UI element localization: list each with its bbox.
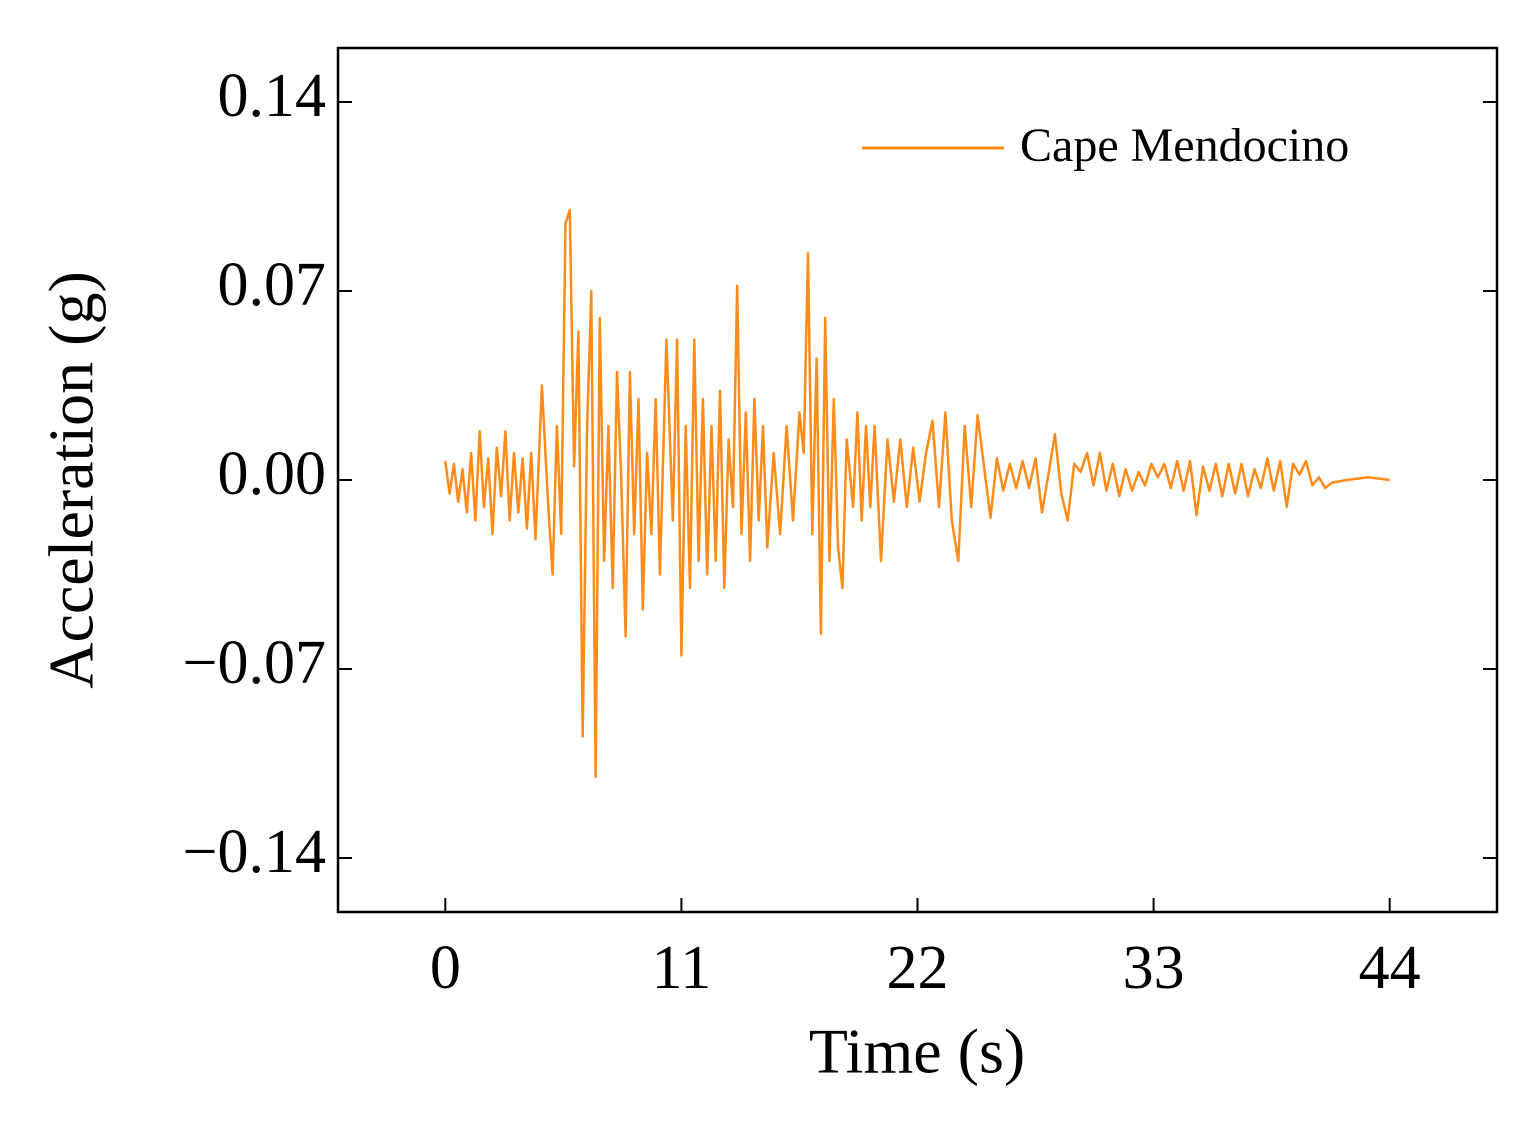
y-axis-label: Acceleration (g) [36,271,107,689]
y-tick-label: 0.14 [218,62,327,130]
y-tick-label: 0.00 [218,440,327,508]
x-tick-label: 33 [1123,934,1185,1002]
legend-text: Cape Mendocino [1020,119,1349,172]
x-tick-label: 22 [887,934,949,1002]
y-tick-label: −0.14 [183,818,326,886]
x-tick-label: 11 [652,934,712,1002]
x-axis-label: Time (s) [809,1016,1025,1087]
x-tick-label: 0 [430,934,461,1002]
data-line [444,208,1390,779]
plot-frame [336,46,1499,914]
y-tick-label: 0.07 [218,251,327,319]
y-tick-label: −0.07 [183,629,326,697]
x-tick-label: 44 [1359,934,1421,1002]
